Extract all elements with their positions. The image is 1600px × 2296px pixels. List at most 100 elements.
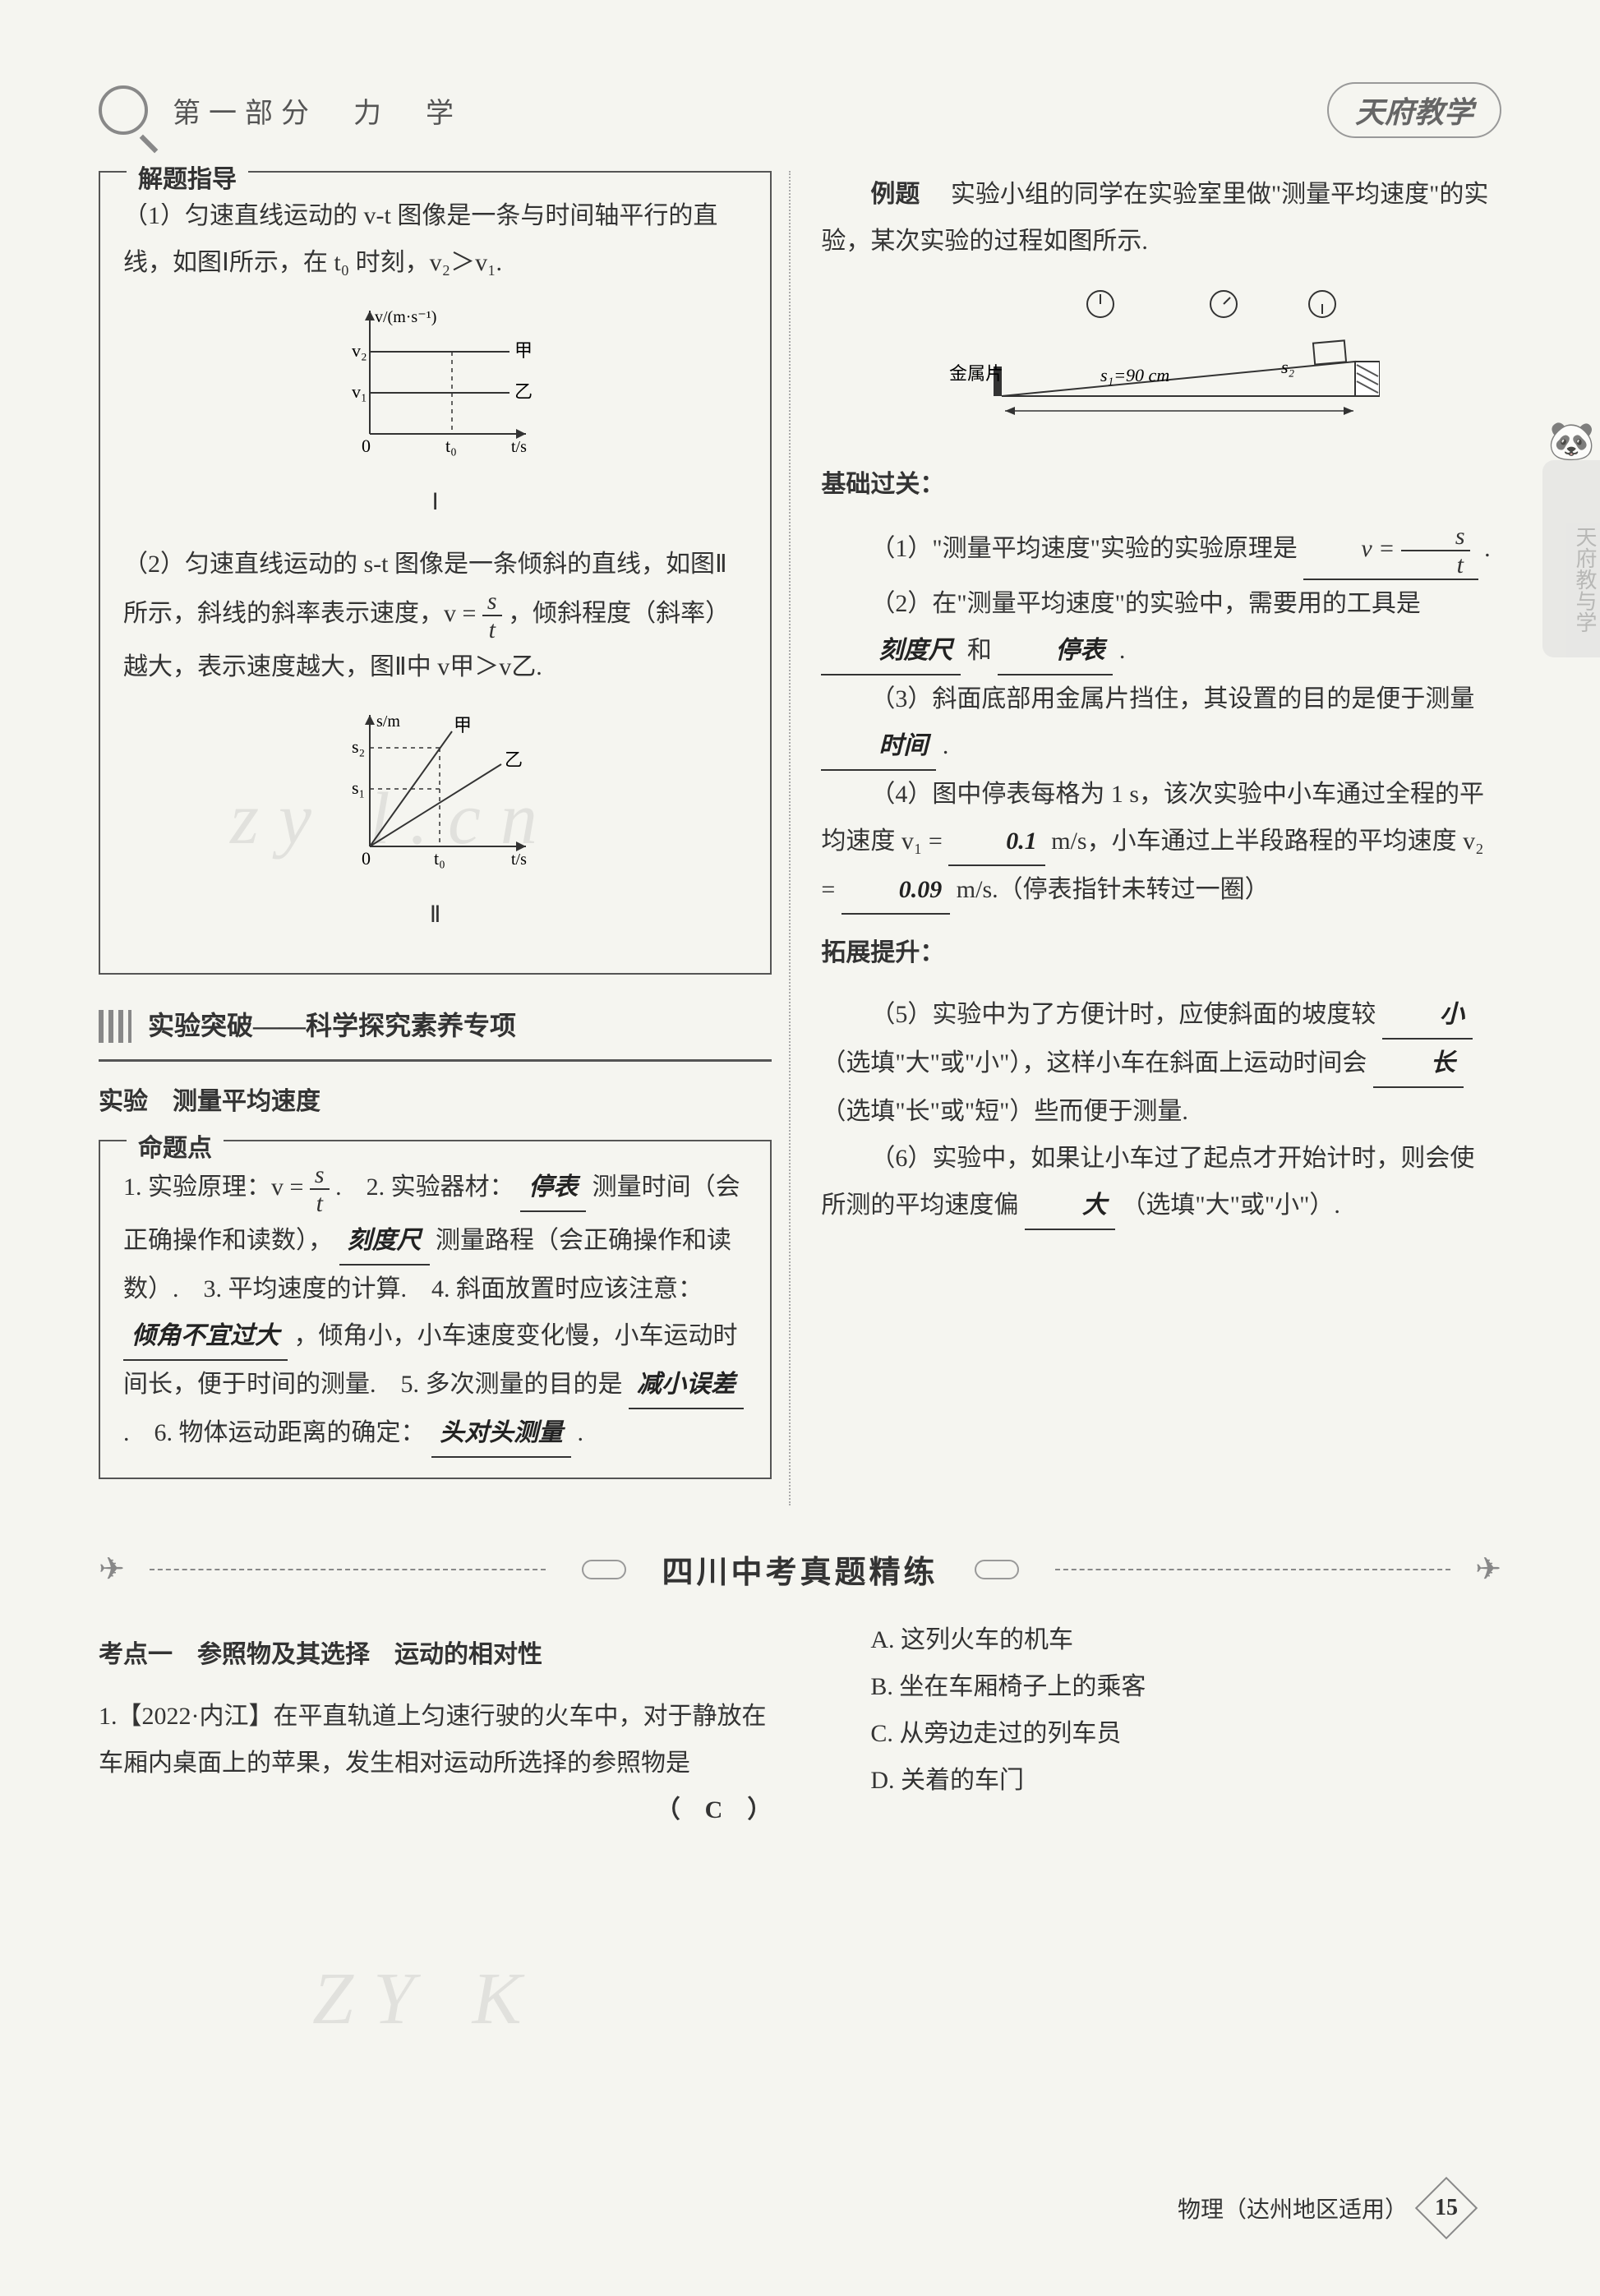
q3b: . <box>943 732 949 759</box>
incline-diagram: 金属片 s₁=90 cm s₂ <box>821 281 1494 445</box>
q5b: （选填"大"或"小"），这样小车在斜面上运动时间会 <box>821 1049 1367 1077</box>
page-header: 第一部分 力 学 天府教学 <box>99 82 1501 138</box>
watermark-icon: ZY K <box>312 1957 542 2041</box>
svg-text:甲: 甲 <box>514 340 533 361</box>
example-text: 实验小组的同学在实验室里做"测量平均速度"的实验，某次实验的过程如图所示. <box>821 181 1488 255</box>
right-column: 例题 实验小组的同学在实验室里做"测量平均速度"的实验，某次实验的过程如图所示.… <box>821 171 1494 1505</box>
banner-line-right <box>1055 1569 1451 1570</box>
books-icon <box>99 1010 131 1043</box>
svg-text:t/s: t/s <box>511 438 527 456</box>
paper-plane-left-icon: ✈ <box>99 1551 125 1588</box>
svg-text:t₀: t₀ <box>445 436 457 456</box>
section-bar-experiment: 实验突破——科学探究素养专项 <box>99 1001 772 1062</box>
st-graph-svg: s₂ s₁ 0 t₀ 甲 乙 s/m t/s <box>329 707 542 871</box>
chart2-label: Ⅱ <box>123 893 747 937</box>
paper-plane-right-icon: ✈ <box>1475 1551 1501 1588</box>
q2b: 和 <box>967 637 992 664</box>
q2-fill1: 刻度尺 <box>821 627 961 675</box>
section-text: 实验突破——科学探究素养专项 <box>148 1001 516 1051</box>
cloud-icon <box>975 1560 1019 1579</box>
q4: （4）图中停表每格为 1 s，该次实验中小车通过全程的平均速度 v₁ = 0.1… <box>821 771 1494 915</box>
vt-graph-svg: v₂ v₁ 0 t₀ 甲 乙 v/(m·s⁻¹) t/s <box>329 302 542 459</box>
svg-text:v/(m·s⁻¹): v/(m·s⁻¹) <box>375 308 436 326</box>
mingti-content: 1. 实验原理：v = s t . 2. 实验器材： 停表 测量时间（会正确操作… <box>123 1161 747 1458</box>
footer-subject: 物理（达州地区适用） <box>1178 2192 1408 2225</box>
option-d: D. 关着的车门 <box>821 1757 1494 1804</box>
kaodian-head: 考点一 参照物及其选择 运动的相对性 <box>99 1631 772 1678</box>
magnifier-icon <box>99 85 148 135</box>
q6: （6）实验中，如果让小车过了起点才开始计时，则会使所测的平均速度偏 大 （选填"… <box>821 1135 1494 1230</box>
exam-col-right: A. 这列火车的机车 B. 坐在车厢椅子上的乘客 C. 从旁边走过的列车员 D.… <box>821 1616 1494 1833</box>
q1b: . <box>1484 535 1491 562</box>
q1-fraction: s t <box>1401 523 1470 579</box>
svg-text:金属片: 金属片 <box>949 363 1003 384</box>
svg-text:乙: 乙 <box>505 749 523 770</box>
mt-p1g: . <box>578 1419 584 1446</box>
svg-text:v₂: v₂ <box>352 340 367 361</box>
svg-text:s₂: s₂ <box>352 736 365 757</box>
q4-fill1: 0.1 <box>948 818 1045 866</box>
mt-den: t <box>310 1190 330 1217</box>
frac-num: s <box>482 588 502 616</box>
st-fraction: s t <box>482 588 502 643</box>
q5-fill1: 小 <box>1382 991 1473 1040</box>
main-columns: 解题指导 （1）匀速直线运动的 v-t 图像是一条与时间轴平行的直线，如图Ⅰ所示… <box>99 171 1501 1505</box>
q1a: （1）"测量平均速度"实验的实验原理是 <box>870 535 1298 562</box>
svg-text:0: 0 <box>362 848 371 869</box>
svg-text:s₂: s₂ <box>1281 357 1295 377</box>
q2c: . <box>1119 637 1126 664</box>
brand-logo: 天府教学 <box>1327 82 1501 138</box>
q1-den: t <box>1401 551 1470 579</box>
adv-head: 拓展提升： <box>821 929 1494 976</box>
mt-p1f: . 6. 物体运动距离的确定： <box>123 1419 426 1446</box>
incline-svg: 金属片 s₁=90 cm s₂ <box>936 281 1380 429</box>
frac-den: t <box>482 616 502 643</box>
q3a: （3）斜面底部用金属片挡住，其设置的目的是便于测量 <box>870 685 1474 712</box>
left-column: 解题指导 （1）匀速直线运动的 v-t 图像是一条与时间轴平行的直线，如图Ⅰ所示… <box>99 171 772 1505</box>
q1-num: s <box>1401 523 1470 551</box>
q2-fill2: 停表 <box>998 627 1113 675</box>
mt-fraction: s t <box>310 1161 330 1217</box>
guide-item-1: （1）匀速直线运动的 v-t 图像是一条与时间轴平行的直线，如图Ⅰ所示，在 t₀… <box>123 192 747 286</box>
guide-box-title: 解题指导 <box>127 156 248 203</box>
chart1-label: Ⅰ <box>123 481 747 524</box>
svg-text:0: 0 <box>362 436 371 456</box>
q3-fill: 时间 <box>821 722 936 771</box>
exam-q1-text: 1.【2022·内江】在平直轨道上匀速行驶的火车中，对于静放在车厢内桌面上的苹果… <box>99 1703 767 1777</box>
chart-1-vt: v₂ v₁ 0 t₀ 甲 乙 v/(m·s⁻¹) t/s Ⅰ <box>123 302 747 524</box>
q5-fill2: 长 <box>1373 1040 1464 1088</box>
q6-fill: 大 <box>1025 1182 1115 1230</box>
mt-num: s <box>310 1161 330 1190</box>
q1-prefix: v = <box>1361 535 1401 562</box>
q5a: （5）实验中为了方便计时，应使斜面的坡度较 <box>870 1001 1376 1028</box>
svg-text:甲: 甲 <box>454 715 472 735</box>
mt-u4: 减小误差 <box>629 1361 744 1409</box>
option-c: C. 从旁边走过的列车员 <box>821 1710 1494 1757</box>
guide-item-2: （2）匀速直线运动的 s-t 图像是一条倾斜的直线，如图Ⅱ所示，斜线的斜率表示速… <box>123 541 747 690</box>
guide-box: 解题指导 （1）匀速直线运动的 v-t 图像是一条与时间轴平行的直线，如图Ⅰ所示… <box>99 171 772 975</box>
page-number: 15 <box>1435 2195 1458 2221</box>
q1-fill: v = s t <box>1303 523 1478 580</box>
svg-text:s₁=90 cm: s₁=90 cm <box>1100 365 1169 385</box>
q4c: m/s.（停表指针未转过一圈） <box>957 876 1270 903</box>
page-number-diamond: 15 <box>1415 2177 1478 2239</box>
banner-title: 四川中考真题精练 <box>662 1547 938 1592</box>
svg-text:乙: 乙 <box>514 381 533 402</box>
part-title: 第一部分 力 学 <box>173 90 462 131</box>
q2: （2）在"测量平均速度"的实验中，需要用的工具是 刻度尺 和 停表 . <box>821 580 1494 675</box>
mt-u1: 停表 <box>520 1164 586 1212</box>
basic-head: 基础过关： <box>821 461 1494 508</box>
q5c: （选填"长"或"短"）些而便于测量. <box>821 1098 1187 1125</box>
mt-p1a: 1. 实验原理：v = <box>123 1173 310 1201</box>
exercise-banner: ✈ 四川中考真题精练 ✈ <box>99 1547 1501 1592</box>
mt-p1b: . 2. 实验器材： <box>335 1173 514 1201</box>
svg-text:s/m: s/m <box>376 712 400 731</box>
svg-text:s₁: s₁ <box>352 777 365 798</box>
q5: （5）实验中为了方便计时，应使斜面的坡度较 小 （选填"大"或"小"），这样小车… <box>821 991 1494 1135</box>
exam-col-left: 考点一 参照物及其选择 运动的相对性 1.【2022·内江】在平直轨道上匀速行驶… <box>99 1616 772 1833</box>
exam-q1: 1.【2022·内江】在平直轨道上匀速行驶的火车中，对于静放在车厢内桌面上的苹果… <box>99 1693 772 1787</box>
svg-text:t/s: t/s <box>511 851 527 869</box>
mt-u5: 头对头测量 <box>431 1409 571 1458</box>
exam-q1-answer: （ C ） <box>656 1787 772 1833</box>
example-para: 例题 实验小组的同学在实验室里做"测量平均速度"的实验，某次实验的过程如图所示. <box>821 171 1494 265</box>
